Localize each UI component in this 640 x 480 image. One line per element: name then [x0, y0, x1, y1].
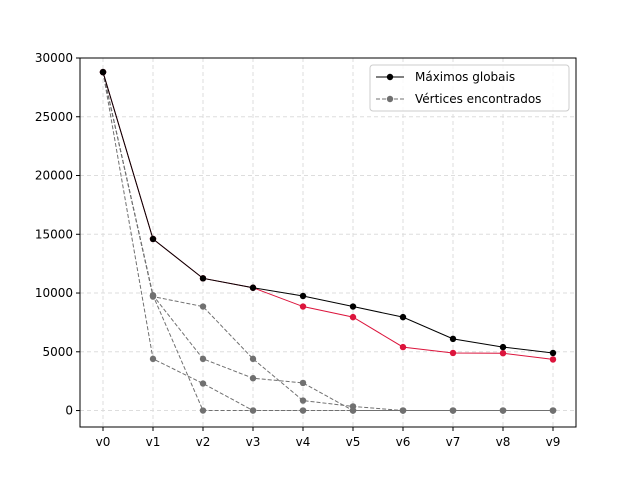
data-point — [199, 380, 207, 387]
data-point — [399, 407, 407, 414]
data-point — [299, 379, 307, 387]
x-tick-label: v1 — [146, 435, 161, 449]
data-point — [549, 349, 557, 357]
x-axis: v0 v1 v2 v3 v4 v5 v6 v7 v8 v9 — [96, 427, 561, 449]
series-line — [102, 71, 553, 412]
series-line — [102, 71, 554, 354]
plot-frame — [79, 57, 577, 428]
data-point — [299, 397, 307, 404]
y-tick-label: 30000 — [35, 51, 73, 65]
data-point — [249, 284, 257, 291]
legend-box — [369, 64, 570, 112]
data-point — [549, 356, 557, 363]
grid — [80, 57, 576, 427]
series-global-5 — [99, 68, 557, 357]
series-layer — [99, 68, 557, 414]
legend-label-found: Vértices encontrados — [415, 92, 541, 106]
data-point — [299, 407, 307, 414]
legend-marker-global — [386, 73, 394, 81]
data-point — [149, 292, 157, 299]
x-tick-label: v6 — [396, 435, 411, 449]
x-tick-label: v8 — [496, 435, 511, 449]
data-point — [299, 303, 307, 310]
y-tick-label: 15000 — [35, 227, 73, 241]
y-tick-label: 20000 — [35, 169, 73, 183]
x-tick-label: v7 — [446, 435, 461, 449]
series-line — [102, 72, 553, 412]
y-tick-label: 25000 — [35, 110, 73, 124]
data-point — [249, 407, 257, 414]
y-tick-label: 0 — [65, 404, 73, 418]
data-point — [149, 355, 157, 363]
data-point — [399, 343, 407, 351]
y-tick-label: 5000 — [42, 345, 73, 359]
data-point — [449, 335, 457, 343]
y-axis: 0 5000 10000 15000 20000 25000 30000 — [35, 51, 80, 418]
data-point — [249, 355, 257, 363]
data-point — [199, 303, 207, 310]
data-point — [499, 343, 507, 351]
x-tick-label: v5 — [346, 435, 361, 449]
series-line — [102, 71, 553, 412]
data-point — [149, 235, 157, 243]
data-point — [499, 407, 507, 414]
data-point — [199, 407, 207, 414]
legend-label-global: Máximos globais — [415, 70, 515, 84]
data-point — [299, 292, 307, 300]
x-tick-label: v4 — [296, 435, 311, 449]
data-point — [249, 375, 257, 382]
data-point — [99, 68, 107, 76]
y-tick-label: 10000 — [35, 286, 73, 300]
x-tick-label: v3 — [246, 435, 261, 449]
data-point — [199, 275, 207, 282]
data-point — [499, 350, 507, 357]
data-point — [449, 407, 457, 414]
data-point — [199, 355, 207, 363]
legend: Máximos globais Vértices encontrados — [369, 64, 570, 112]
plot-background — [80, 58, 576, 427]
data-point — [349, 303, 357, 310]
data-point — [349, 407, 357, 414]
x-tick-label: v2 — [196, 435, 211, 449]
data-point — [549, 407, 557, 414]
data-point — [399, 313, 407, 321]
series-line — [102, 71, 553, 412]
data-point — [349, 313, 357, 321]
x-tick-label: v9 — [546, 435, 561, 449]
x-tick-label: v0 — [96, 435, 111, 449]
data-point — [449, 349, 457, 357]
legend-marker-found — [386, 95, 394, 103]
